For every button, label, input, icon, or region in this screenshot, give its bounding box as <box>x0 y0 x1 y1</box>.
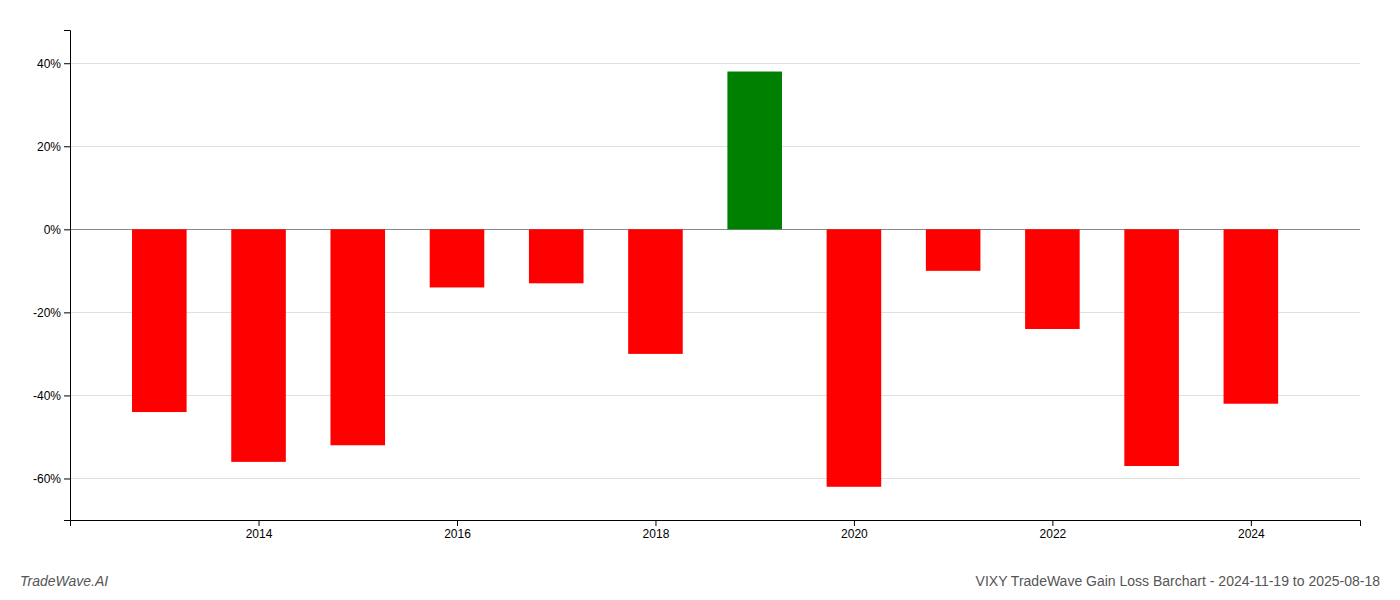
x-tick: 2014 <box>246 520 273 541</box>
y-tick: -40% <box>33 389 70 403</box>
grid <box>70 63 1360 478</box>
x-tick: 2018 <box>643 520 670 541</box>
x-tick-mark <box>1052 520 1053 526</box>
y-tick-mark <box>64 229 70 230</box>
bars <box>132 72 1278 487</box>
bar <box>529 229 584 283</box>
y-tick: -20% <box>33 306 70 320</box>
x-tick-label: 2024 <box>1238 527 1265 541</box>
x-axis-line <box>71 521 1361 527</box>
bar <box>330 229 385 445</box>
y-tick-mark <box>64 312 70 313</box>
x-tick-label: 2020 <box>841 527 868 541</box>
bar <box>1124 229 1179 466</box>
x-tick: 2024 <box>1238 520 1265 541</box>
y-tick-label: 40% <box>37 57 61 71</box>
bar <box>827 229 882 486</box>
y-tick-label: -20% <box>33 306 61 320</box>
y-tick: 0% <box>44 223 70 237</box>
y-tick-label: -60% <box>33 472 61 486</box>
x-axis: 2014 2016 2018 2020 2022 2024 <box>71 520 1361 541</box>
y-tick-mark <box>64 395 70 396</box>
y-tick-mark <box>64 146 70 147</box>
y-tick-mark <box>64 63 70 64</box>
x-tick-mark <box>854 520 855 526</box>
y-tick-label: 0% <box>44 223 62 237</box>
title: VIXY TradeWave Gain Loss Barchart - 2024… <box>976 573 1381 589</box>
bar <box>1224 229 1279 403</box>
bar <box>1025 229 1080 329</box>
y-axis-line <box>64 31 71 521</box>
x-tick-label: 2016 <box>444 527 471 541</box>
y-tick-label: 20% <box>37 140 61 154</box>
bar <box>628 229 683 354</box>
x-tick: 2022 <box>1040 520 1067 541</box>
y-tick: -60% <box>33 472 70 486</box>
y-axis: -60% -40% -20% 0% 20% 40% <box>33 31 71 521</box>
y-tick: 40% <box>37 57 70 71</box>
x-tick-mark <box>655 520 656 526</box>
bar <box>132 229 187 412</box>
y-tick-label: -40% <box>33 389 61 403</box>
bar <box>430 229 485 287</box>
x-tick-label: 2022 <box>1040 527 1067 541</box>
x-tick: 2020 <box>841 520 868 541</box>
bar <box>926 229 981 271</box>
x-tick: 2016 <box>444 520 471 541</box>
x-tick-mark <box>1251 520 1252 526</box>
x-tick-label: 2014 <box>246 527 273 541</box>
x-tick-mark <box>259 520 260 526</box>
grid-line <box>70 63 1360 64</box>
y-tick-mark <box>64 478 70 479</box>
plot: 2014 2016 2018 2020 2022 2024 -60% -40% -20% 0% 20… <box>33 31 1361 541</box>
y-tick: 20% <box>37 140 70 154</box>
chart: 2014 2016 2018 2020 2022 2024 -60% -40% -20% 0% 20… <box>0 0 1400 600</box>
bar <box>727 72 782 230</box>
grid-line <box>70 146 1360 147</box>
x-tick-mark <box>457 520 458 526</box>
bar <box>231 229 286 462</box>
watermark: TradeWave.AI <box>20 573 108 589</box>
grid-line <box>70 478 1360 479</box>
x-tick-label: 2018 <box>643 527 670 541</box>
